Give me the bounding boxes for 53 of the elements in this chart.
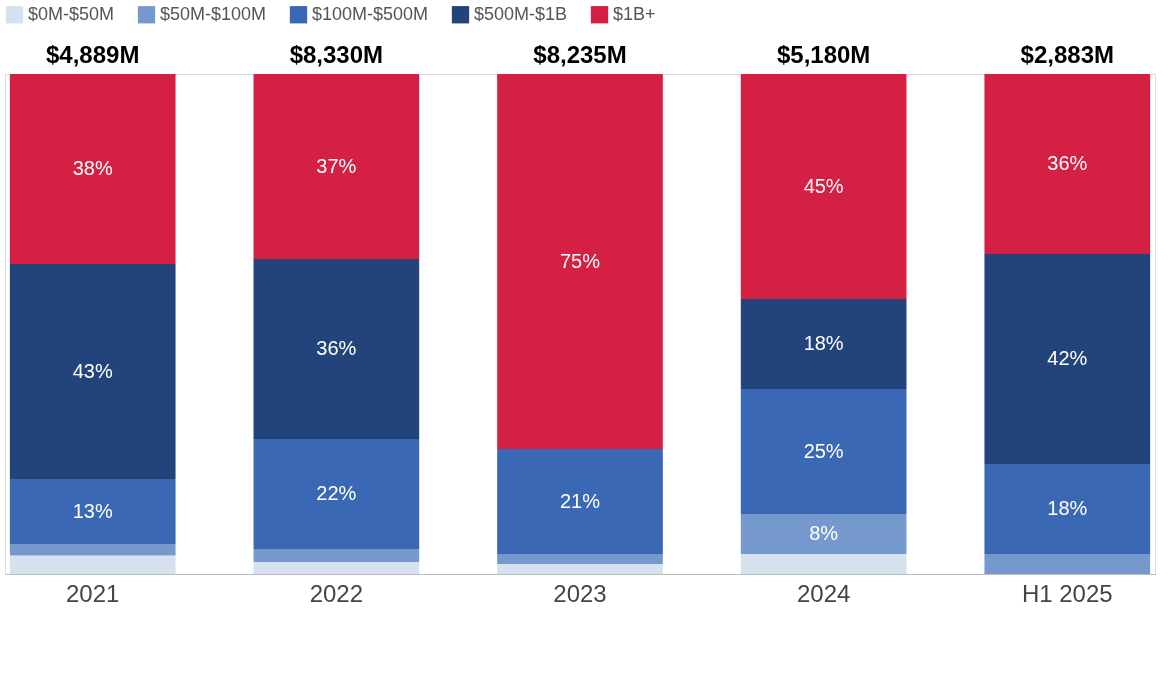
bar <box>9 555 176 574</box>
annotation: $8,330M <box>289 41 384 68</box>
bar <box>9 264 176 479</box>
bar <box>740 74 907 299</box>
data-label: 42% <box>1047 347 1088 369</box>
data-label: 8% <box>809 522 839 544</box>
data-label: 75% <box>559 249 601 272</box>
x-tick-label: 2022 <box>309 579 364 607</box>
x-tick-label: 2023 <box>553 579 607 607</box>
data-label: 21% <box>559 489 601 512</box>
bar <box>984 464 1151 554</box>
x-tick-label: 2021 <box>66 579 120 607</box>
bar <box>497 554 663 564</box>
bar <box>497 449 663 554</box>
data-label: 18% <box>803 332 844 354</box>
annotation: $2,883M <box>1020 41 1114 68</box>
bar <box>984 254 1151 464</box>
bar <box>9 74 176 264</box>
annotation: $4,889M <box>46 41 140 68</box>
x-tick-label: H1 2025 <box>1021 579 1113 607</box>
bar <box>740 299 907 389</box>
bar <box>740 389 907 514</box>
data-label: 36% <box>1047 152 1088 174</box>
bar <box>253 74 420 259</box>
data-label: 45% <box>803 174 844 197</box>
data-label: 22% <box>316 482 357 504</box>
bar <box>740 554 907 574</box>
bar <box>253 549 420 562</box>
bar <box>984 74 1151 254</box>
bar <box>9 544 176 556</box>
bar <box>740 514 907 554</box>
x-tick-label: 2024 <box>796 579 851 607</box>
legend-label: $50M-$100M <box>160 3 267 24</box>
data-label: 43% <box>72 359 113 382</box>
data-label: 13% <box>72 499 113 522</box>
data-label: 38% <box>72 157 113 179</box>
annotation: $8,235M <box>533 41 627 68</box>
data-label: 18% <box>1047 497 1088 519</box>
bar <box>253 439 420 549</box>
legend-label: $100M-$500M <box>312 3 429 24</box>
bar <box>253 562 420 574</box>
legend-label: $1B+ <box>613 3 656 24</box>
data-label: 37% <box>316 154 357 177</box>
data-label: 25% <box>803 439 844 462</box>
bar <box>497 564 663 574</box>
bar <box>497 74 663 449</box>
legend-label: $500M-$1B <box>474 3 568 24</box>
bar <box>984 554 1151 574</box>
annotation: $5,180M <box>776 41 871 68</box>
legend-label: $0M-$50M <box>28 3 115 24</box>
bar <box>9 479 176 544</box>
data-label: 36% <box>316 337 357 359</box>
bar <box>253 259 420 439</box>
